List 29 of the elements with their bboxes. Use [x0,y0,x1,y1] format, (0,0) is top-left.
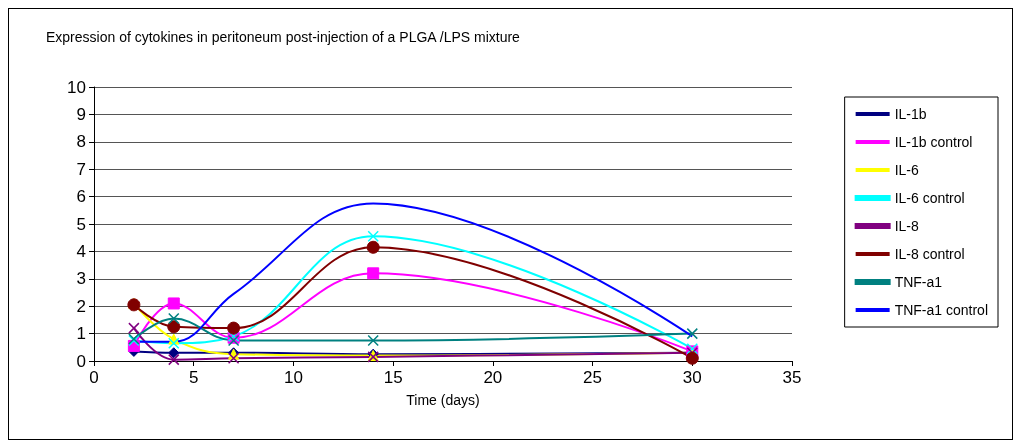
legend-label: TNF-a1 [894,274,943,290]
legend-label: IL-1b control [894,134,973,150]
x-tick-label: 30 [682,368,702,387]
x-tick-label: 10 [283,368,303,387]
x-tick-label: 0 [89,368,99,387]
y-tick-label: 5 [76,214,86,234]
legend-label: IL-8 [894,218,919,234]
legend-label: IL-6 [894,162,919,178]
y-tick-label: 10 [67,77,86,97]
y-tick-label: 6 [76,187,86,207]
x-tick-label: 15 [383,368,403,387]
y-tick-label: 0 [76,351,86,371]
x-tick-label: 20 [483,368,503,387]
y-tick-label: 1 [76,324,86,344]
y-tick-label: 9 [76,104,86,124]
legend-label: IL-1b [894,106,927,122]
x-tick-label: 35 [782,368,802,387]
legend-label: IL-8 control [894,246,965,262]
x-tick-label: 5 [188,368,199,387]
y-tick-label: 3 [76,269,86,289]
y-tick-label: 2 [76,296,86,316]
x-tick-label: 25 [583,368,603,387]
x-axis-title: Time (days) [406,392,480,408]
y-tick-label: 7 [76,159,86,179]
legend-label: IL-6 control [894,190,965,206]
y-tick-label: 8 [76,132,86,152]
legend-label: TNF-a1 control [894,302,988,318]
chart-title: Expression of cytokines in peritoneum post-injection of a PLGA /LPS mixture [46,29,521,45]
y-tick-label: 4 [76,241,86,261]
